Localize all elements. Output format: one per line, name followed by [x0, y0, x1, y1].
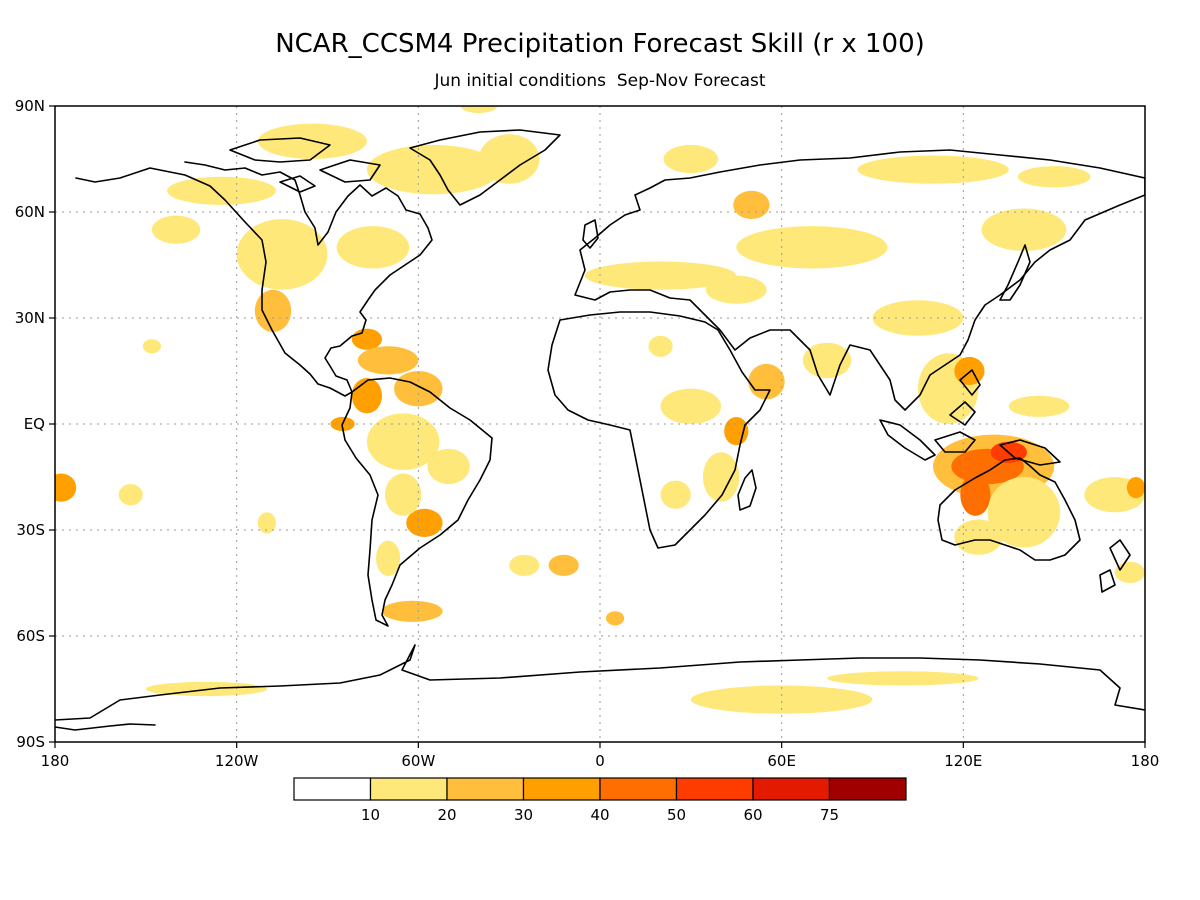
- skill-region-34: [606, 611, 625, 626]
- colorbar-bin: [446, 777, 525, 801]
- lon-tick-label: 120E: [944, 752, 982, 770]
- skill-region-54: [690, 685, 873, 714]
- colorbar-label: 20: [437, 806, 456, 824]
- skill-shading-layer: [55, 106, 1145, 714]
- colorbar-bin: [599, 777, 678, 801]
- skill-region-0: [366, 144, 501, 195]
- lon-tick-label: 60W: [401, 752, 435, 770]
- skill-region-26: [382, 600, 443, 622]
- skill-region-8: [736, 226, 888, 269]
- coastline-japan: [999, 244, 1031, 301]
- skill-region-32: [660, 480, 691, 509]
- colorbar-bin: [752, 777, 831, 801]
- skill-region-17: [357, 346, 419, 375]
- coastline-greenland: [409, 129, 561, 206]
- colorbar-label: 75: [820, 806, 839, 824]
- colorbar: 10 20 30 40 50 60 75: [293, 777, 907, 824]
- skill-region-7: [733, 190, 770, 219]
- skill-region-45: [1008, 395, 1070, 417]
- lat-tick-label: 90S: [16, 733, 45, 751]
- lon-tick-label: 180: [41, 752, 70, 770]
- skill-region-47: [1126, 477, 1145, 499]
- colorbar-label: 50: [667, 806, 686, 824]
- skill-region-49: [55, 473, 77, 502]
- coastline-uk: [582, 219, 599, 249]
- skill-region-48: [1114, 561, 1145, 584]
- lat-tick-label: 90N: [15, 97, 45, 115]
- lon-tick-label: 120W: [215, 752, 259, 770]
- colorbar-label: 10: [361, 806, 380, 824]
- skill-region-14: [336, 226, 410, 269]
- lat-tick-label: 60S: [16, 627, 45, 645]
- coastline-new-zealand: [1099, 539, 1131, 593]
- skill-region-29: [724, 417, 749, 446]
- coastline-arctic-islands: [229, 137, 381, 193]
- skill-region-16: [351, 328, 382, 350]
- skill-region-24: [385, 473, 422, 516]
- skill-region-22: [427, 448, 470, 485]
- coastline-south-america: [341, 377, 493, 627]
- lat-tick-label: 30N: [15, 309, 45, 327]
- colorbar-bin: [293, 777, 372, 801]
- skill-region-35: [802, 342, 852, 379]
- coastline-africa: [547, 311, 771, 549]
- skill-region-9: [584, 261, 737, 290]
- skill-region-5: [1017, 166, 1091, 188]
- skill-region-30: [748, 363, 785, 400]
- colorbar-bin: [522, 777, 601, 801]
- skill-region-38: [954, 356, 985, 386]
- skill-region-51: [142, 339, 161, 354]
- colorbar-bin: [369, 777, 448, 801]
- lat-tick-label: EQ: [24, 415, 45, 433]
- coastline-antarctica: [55, 644, 1145, 721]
- colorbar-bin: [828, 777, 907, 801]
- skill-region-44: [954, 519, 1003, 555]
- skill-region-52: [257, 512, 276, 534]
- skill-region-57: [460, 106, 498, 114]
- skill-region-42: [960, 473, 991, 516]
- skill-region-25: [376, 540, 401, 576]
- lat-tick-label: 30S: [16, 521, 45, 539]
- skill-region-31: [702, 452, 740, 502]
- colorbar-label: 30: [514, 806, 533, 824]
- skill-region-53: [509, 554, 540, 576]
- lon-tick-label: 0: [595, 752, 605, 770]
- coastline-north-america: [75, 161, 433, 397]
- skill-region-3: [663, 144, 719, 174]
- skill-region-15: [254, 289, 292, 333]
- skill-region-6: [981, 208, 1067, 251]
- skill-region-12: [167, 176, 276, 205]
- coastline-australia: [937, 457, 1081, 561]
- coastline-madagascar: [737, 469, 757, 511]
- skill-region-13: [151, 215, 201, 244]
- skill-region-28: [660, 388, 722, 424]
- skill-region-27: [648, 335, 673, 357]
- lon-tick-label: 60E: [767, 752, 796, 770]
- skill-region-10: [706, 275, 767, 304]
- lat-tick-label: 60N: [15, 203, 45, 221]
- skill-region-2: [478, 134, 540, 184]
- skill-region-33: [548, 554, 579, 576]
- coastline-west-antarctic-edge: [55, 723, 156, 731]
- figure-title: NCAR_CCSM4 Precipitation Forecast Skill …: [275, 29, 925, 59]
- skill-region-11: [236, 219, 328, 290]
- coastlines: [55, 129, 1145, 731]
- coastline-maritime-continent: [879, 369, 1061, 466]
- lon-tick-label: 180: [1131, 752, 1160, 770]
- colorbar-label: 60: [743, 806, 762, 824]
- skill-region-19: [351, 378, 382, 414]
- skill-region-50: [118, 484, 143, 506]
- colorbar-label: 40: [590, 806, 609, 824]
- map-axis-labels: 180 120W 60W 0 60E 120E 180 90N 60N 30N EQ 30S 60S 90…: [15, 97, 1160, 770]
- skill-region-21: [366, 413, 440, 471]
- skill-region-4: [857, 155, 1009, 184]
- skill-region-18: [394, 371, 443, 407]
- coastline-eurasia: [574, 149, 1145, 411]
- skill-region-55: [827, 671, 979, 686]
- figure-subtitle: Jun initial conditions Sep-Nov Forecast: [433, 71, 765, 91]
- colorbar-bin: [675, 777, 754, 801]
